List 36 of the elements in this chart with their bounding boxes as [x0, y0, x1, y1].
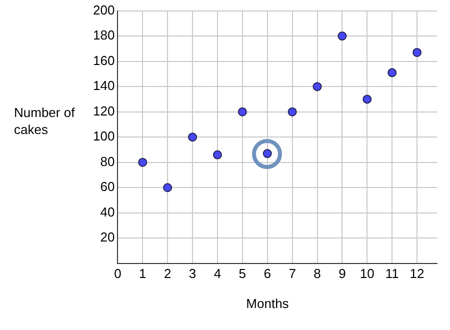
- x-tick-label: 12: [410, 266, 424, 281]
- y-tick-label: 100: [92, 128, 115, 144]
- x-tick-label: 11: [385, 266, 399, 281]
- x-tick-label: 7: [288, 266, 296, 281]
- y-tick-label: 40: [100, 204, 115, 220]
- x-tick-label: 9: [338, 266, 346, 281]
- point: [188, 132, 198, 142]
- y-axis-title: Number of cakes: [14, 104, 76, 138]
- y-tick-label: 80: [100, 154, 115, 169]
- x-tick-label: 8: [314, 266, 321, 281]
- y-tick-label: 20: [100, 230, 115, 245]
- x-tick-label: 3: [188, 266, 196, 281]
- y-tick-label: 60: [100, 179, 115, 194]
- x-tick-label: 10: [360, 266, 374, 281]
- point: [412, 48, 422, 57]
- y-tick-label: 180: [92, 28, 115, 43]
- point: [362, 94, 372, 104]
- y-tick-label: 140: [92, 78, 115, 94]
- y-tick-label: 160: [92, 52, 115, 68]
- point: [388, 68, 397, 78]
- point: [138, 158, 148, 167]
- x-tick-label: 5: [238, 266, 246, 281]
- point: [338, 32, 347, 41]
- x-tick-label: 1: [139, 266, 146, 281]
- point: [163, 183, 172, 192]
- x-tick-label: 4: [214, 266, 222, 281]
- x-axis-title: Months: [245, 296, 290, 311]
- y-tick-label: 200: [92, 2, 115, 18]
- x-tick-label: 6: [264, 266, 271, 281]
- y-tick-label: 120: [92, 103, 115, 118]
- point: [238, 107, 247, 116]
- point: [212, 150, 222, 160]
- x-tick-label: 0: [114, 266, 122, 281]
- point: [288, 107, 297, 116]
- x-tick-label: 2: [164, 266, 172, 281]
- point: [312, 82, 322, 92]
